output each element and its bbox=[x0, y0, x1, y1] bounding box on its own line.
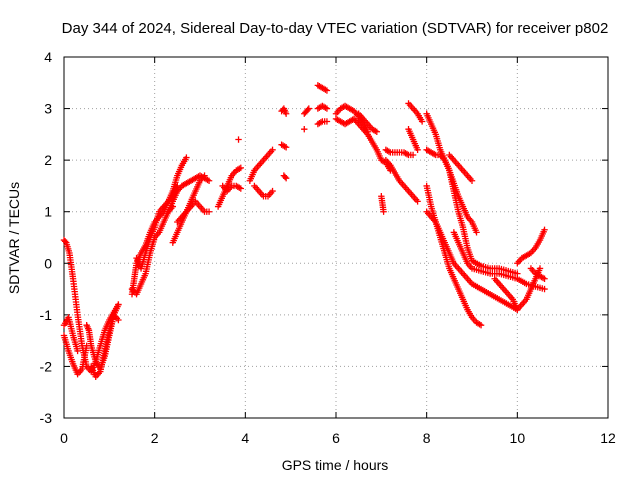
y-tick-label: -3 bbox=[40, 410, 53, 426]
series-arc-ae bbox=[405, 100, 426, 125]
series-arc-m bbox=[219, 182, 244, 195]
x-tick-label: 2 bbox=[151, 430, 159, 446]
y-axis-ticks: -3 -2 -1 0 1 2 3 4 bbox=[40, 49, 608, 426]
series-arc-o bbox=[246, 146, 276, 184]
series-arc-s bbox=[280, 172, 290, 182]
x-axis-label: GPS time / hours bbox=[282, 457, 389, 473]
x-tick-label: 0 bbox=[60, 430, 68, 446]
y-tick-label: -2 bbox=[40, 358, 53, 374]
data-point bbox=[237, 185, 244, 192]
series-arc-u bbox=[301, 126, 308, 133]
series-arc-ab bbox=[382, 156, 421, 205]
y-tick-label: 1 bbox=[44, 204, 52, 220]
x-tick-label: 6 bbox=[332, 430, 340, 446]
series-arc-af bbox=[405, 126, 421, 154]
series-arc-ah bbox=[423, 146, 521, 277]
y-tick-label: -1 bbox=[40, 307, 53, 323]
data-point bbox=[301, 126, 308, 133]
series-arc-g bbox=[128, 203, 176, 298]
data-point bbox=[541, 226, 548, 233]
chart-title: Day 344 of 2024, Sidereal Day-to-day VTE… bbox=[62, 20, 609, 37]
y-axis-label: SDTVAR / TECUs bbox=[6, 182, 22, 294]
x-tick-label: 8 bbox=[423, 430, 431, 446]
series-arc-t bbox=[301, 105, 312, 117]
series-arc-p bbox=[251, 182, 276, 200]
series-arc-e bbox=[88, 311, 122, 380]
data-point bbox=[269, 187, 276, 195]
data-point bbox=[205, 177, 213, 184]
data-point bbox=[323, 105, 331, 112]
series-arc-an bbox=[514, 226, 548, 267]
data-point bbox=[541, 275, 548, 282]
x-tick-label: 10 bbox=[510, 430, 526, 446]
data-point bbox=[61, 238, 69, 245]
data-point bbox=[473, 229, 480, 236]
data-point bbox=[282, 110, 290, 117]
series-arc-q bbox=[278, 105, 290, 117]
y-tick-label: 0 bbox=[44, 255, 52, 271]
x-tick-label: 12 bbox=[600, 430, 616, 446]
data-point bbox=[237, 164, 244, 172]
data-point bbox=[115, 301, 122, 308]
data-point bbox=[305, 105, 312, 112]
y-tick-label: 3 bbox=[44, 101, 52, 117]
series-arc-ac bbox=[382, 146, 417, 159]
data-point bbox=[281, 173, 289, 181]
data-point bbox=[536, 265, 544, 272]
y-tick-label: 2 bbox=[44, 152, 52, 168]
series-arc-c bbox=[60, 314, 81, 355]
series-arc-ao bbox=[527, 265, 548, 282]
series-arc-j bbox=[165, 172, 213, 215]
series-arc-ad bbox=[378, 193, 387, 215]
data-point bbox=[373, 128, 380, 135]
data-point bbox=[380, 208, 387, 215]
series-arc-ak bbox=[423, 208, 521, 313]
data-point bbox=[323, 118, 331, 125]
x-axis-ticks: 0 2 4 6 8 10 12 bbox=[60, 57, 616, 446]
data-point bbox=[409, 151, 417, 159]
data-point bbox=[477, 321, 485, 329]
data-point bbox=[323, 87, 331, 94]
data-point bbox=[269, 146, 276, 154]
series-arc-z bbox=[332, 115, 394, 174]
data-points bbox=[60, 82, 548, 380]
data-point bbox=[235, 136, 242, 143]
series-arc-x bbox=[314, 118, 331, 128]
series-arc-ai bbox=[446, 151, 476, 184]
data-point bbox=[304, 106, 311, 114]
data-point bbox=[282, 144, 290, 151]
data-point bbox=[418, 118, 426, 125]
data-point bbox=[282, 174, 290, 182]
series-arc-aa bbox=[355, 110, 380, 135]
data-point bbox=[183, 154, 190, 161]
series-arc-b bbox=[60, 236, 122, 375]
series-arc-r bbox=[278, 141, 290, 151]
y-tick-label: 4 bbox=[44, 49, 52, 65]
data-point bbox=[205, 208, 213, 215]
series-arc-h bbox=[133, 182, 181, 272]
data-point bbox=[414, 198, 421, 205]
data-point bbox=[541, 285, 548, 293]
data-point bbox=[468, 177, 476, 184]
x-tick-label: 4 bbox=[241, 430, 249, 446]
series-arc-v bbox=[314, 82, 331, 94]
data-point bbox=[74, 347, 81, 355]
data-point bbox=[414, 146, 421, 154]
series-arc-w bbox=[314, 102, 331, 112]
series-arc-n bbox=[235, 136, 242, 143]
data-point bbox=[115, 316, 122, 324]
series-arc-k bbox=[174, 198, 213, 226]
